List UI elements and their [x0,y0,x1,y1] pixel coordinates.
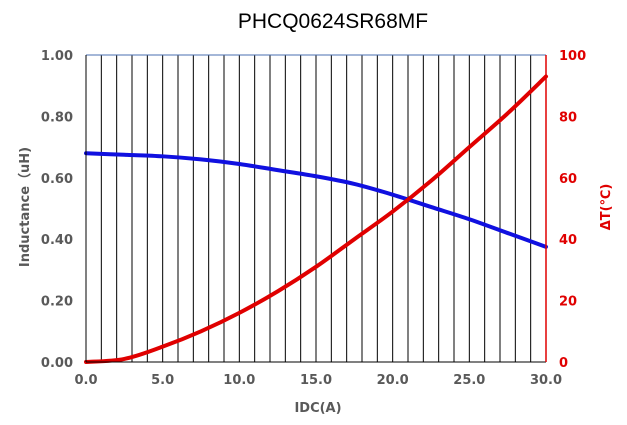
x-tick-label: 30.0 [530,373,562,388]
y-left-tick-label: 1.00 [41,49,73,64]
x-tick-label: 0.0 [74,373,97,388]
y-right-tick-label: 60 [559,172,577,187]
y-right-axis-label: ΔT(℃) [599,184,614,231]
x-tick-labels: 0.0 5.0 10.0 15.0 20.0 25.0 30.0 [74,373,562,388]
y-right-tick-label: 0 [559,356,568,371]
y-right-tick-label: 100 [559,49,586,64]
y-left-tick-label: 0.20 [41,295,73,310]
x-tick-label: 15.0 [300,373,332,388]
y-right-tick-label: 80 [559,110,577,125]
y-right-tick-label: 20 [559,295,577,310]
x-tick-label: 10.0 [223,373,255,388]
grid [100,55,532,362]
inductance-series-line [84,151,548,249]
y-left-tick-label: 0.80 [41,110,73,125]
y-left-tick-label: 0.00 [41,356,73,371]
chart-title: PHCQ0624SR68MF [238,10,428,33]
y-left-axis-label: Inductance（uH) [17,147,33,267]
x-tick-label: 5.0 [151,373,174,388]
axes [85,54,547,363]
y-left-tick-label: 0.60 [41,172,73,187]
x-tick-label: 20.0 [377,373,409,388]
y-left-tick-label: 0.40 [41,233,73,248]
x-tick-label: 25.0 [453,373,485,388]
series-layer [84,74,548,364]
y-left-tick-labels: 0.00 0.20 0.40 0.60 0.80 1.00 [41,49,73,371]
y-right-tick-labels: 0 20 40 60 80 100 [559,49,586,371]
temperature-rise-series-line [84,74,548,364]
y-right-tick-label: 40 [559,233,577,248]
x-axis-label: IDC(A) [294,401,341,416]
